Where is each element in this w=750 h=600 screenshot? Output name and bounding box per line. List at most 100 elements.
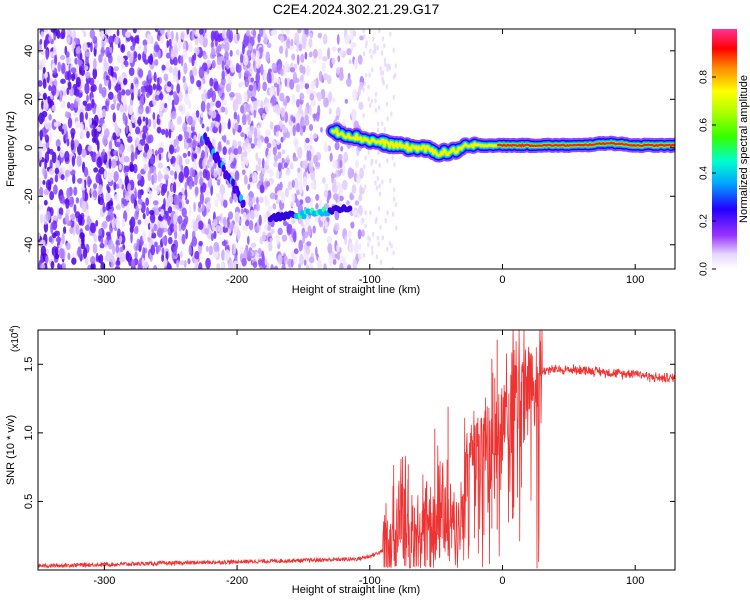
spectrogram-noise-cell	[234, 170, 240, 181]
spectrogram-noise-cell	[243, 156, 247, 165]
spectrogram-noise-cell	[362, 87, 365, 93]
spectrogram-noise-cell	[125, 89, 131, 96]
spectrogram-noise-cell	[91, 98, 95, 109]
spectrogram-noise-cell	[73, 100, 79, 109]
spectrogram-noise-cell	[294, 178, 300, 191]
spectrogram-noise-cell	[100, 46, 105, 57]
spectrogram-noise-cell	[269, 192, 276, 200]
spectrogram-noise-cell	[84, 208, 89, 218]
spectrogram-noise-cell	[339, 159, 343, 169]
spectrogram-noise-cell	[45, 49, 49, 61]
spectrogram-noise-cell	[324, 183, 329, 190]
spectrogram-noise-cell	[180, 55, 184, 67]
spectrogram-noise-cell	[329, 152, 333, 163]
spectrogram-noise-cell	[40, 31, 45, 38]
spectrogram-noise-cell	[285, 29, 290, 35]
spectrogram-noise-cell	[328, 254, 334, 267]
snr-y-axis-label: SNR (10 * v/v)	[5, 415, 17, 485]
spectrogram-noise-cell	[160, 128, 166, 135]
spectrogram-noise-cell	[267, 149, 272, 158]
spectrogram-noise-cell	[153, 184, 157, 192]
spectrogram-noise-cell	[363, 164, 366, 170]
spectrogram-noise-cell	[221, 60, 225, 71]
spectrogram-noise-cell	[352, 209, 358, 216]
spectrogram-noise-cell	[283, 162, 288, 169]
snr-y-tick-label: 1.5	[23, 357, 35, 372]
spectrogram-noise-cell	[102, 122, 107, 131]
spectrogram-noise-cell	[215, 100, 222, 109]
spectrogram-noise-cell	[293, 63, 298, 69]
spectrogram-noise-cell	[71, 257, 77, 265]
spectrogram-noise-cell	[169, 144, 175, 155]
spectrogram-noise-cell	[255, 50, 260, 59]
spectrogram-noise-cell	[261, 168, 266, 175]
spectrogram-noise-cell	[256, 203, 260, 212]
spectrogram-noise-cell	[207, 177, 213, 189]
spectrogram-noise-cell	[93, 234, 98, 243]
spectrogram-noise-cell	[139, 95, 145, 107]
spectrogram-noise-cell	[75, 76, 81, 88]
spectrogram-noise-cell	[192, 66, 198, 77]
spectrogram-noise-cell	[133, 51, 138, 59]
spectrogram-noise-cell	[306, 88, 311, 95]
spectrogram-noise-cell	[224, 51, 229, 61]
spectrogram-noise-cell	[332, 159, 338, 169]
spectrogram-noise-cell	[326, 75, 332, 85]
spectrogram-noise-cell	[299, 75, 304, 83]
spectrogram-noise-cell	[361, 229, 365, 238]
spectrogram-noise-cell	[160, 187, 166, 197]
spectrogram-noise-cell	[181, 194, 186, 200]
spectrogram-noise-cell	[177, 215, 183, 225]
spectrogram-noise-cell	[172, 91, 178, 100]
spectrogram-noise-cell	[226, 139, 230, 145]
spectrogram-noise-cell	[178, 194, 182, 203]
spectrogram-noise-cell	[87, 264, 92, 269]
spectrogram-noise-cell	[101, 220, 108, 229]
spectrogram-noise-cell	[377, 206, 381, 212]
spectrogram-noise-cell	[308, 160, 314, 173]
spectrogram-noise-cell	[137, 53, 142, 61]
spectrogram-noise-cell	[243, 70, 250, 78]
spectrogram-noise-cell	[91, 137, 96, 143]
spectrogram-noise-cell	[157, 215, 163, 221]
spectrogram-noise-cell	[323, 189, 329, 198]
spectrogram-noise-cell	[292, 230, 297, 243]
spectrogram-noise-cell	[233, 111, 238, 121]
spectrogram-noise-cell	[264, 198, 270, 207]
spectrogram-noise-cell	[142, 132, 147, 141]
spectrogram-noise-cell	[119, 257, 125, 263]
spectrogram-streak-cell	[221, 164, 226, 173]
spectrogram-noise-cell	[89, 77, 95, 86]
spectrogram-streak-cell	[231, 178, 236, 187]
spectrogram-noise-cell	[117, 90, 122, 102]
spectrogram-noise-cell	[48, 168, 55, 176]
spectrogram-noise-cell	[57, 146, 61, 152]
spectrogram-noise-cell	[168, 119, 173, 130]
spectrogram-noise-cell	[253, 82, 257, 94]
spectrogram-noise-cell	[199, 192, 205, 205]
spectrogram-noise-cell	[376, 127, 380, 133]
spectrogram-noise-cell	[177, 134, 183, 142]
spectrogram-noise-cell	[357, 54, 363, 65]
spectrogram-noise-cell	[80, 242, 86, 250]
spectrogram-noise-cell	[375, 254, 379, 260]
spectrogram-noise-cell	[67, 101, 71, 109]
spectrogram-noise-cell	[127, 183, 132, 193]
spectrogram-noise-cell	[253, 100, 258, 109]
spectrogram-noise-cell	[211, 46, 215, 56]
spectrogram-noise-cell	[377, 121, 380, 127]
spectrogram-noise-cell	[76, 155, 82, 167]
spectrogram-noise-cell	[344, 234, 347, 246]
spectrogram-noise-cell	[230, 64, 236, 73]
spectrogram-noise-cell	[290, 200, 295, 208]
spectrogram-noise-cell	[111, 170, 114, 178]
spectrogram-noise-cell	[188, 56, 192, 63]
spectrogram-noise-cell	[304, 143, 308, 150]
spectrogram-noise-cell	[255, 71, 261, 84]
spectrogram-noise-cell	[67, 70, 72, 82]
spectrogram-noise-cell	[381, 235, 384, 241]
spectrogram-noise-cell	[375, 185, 379, 191]
spectrogram-noise-cell	[55, 236, 62, 243]
spectrogram-noise-cell	[176, 145, 180, 153]
